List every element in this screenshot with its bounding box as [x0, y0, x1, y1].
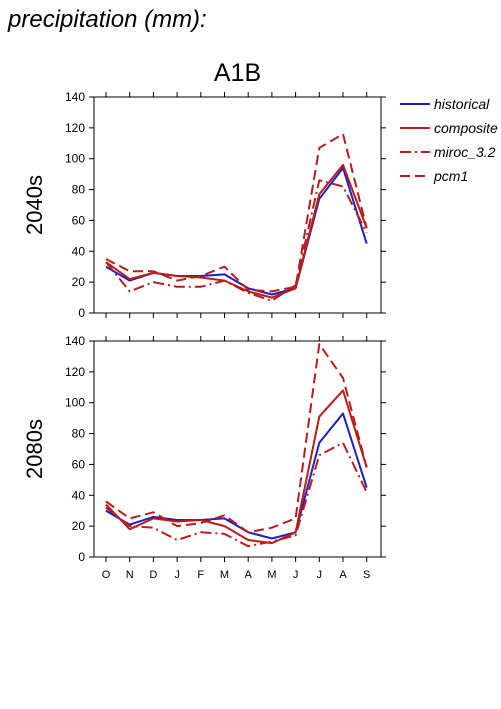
y-tick-label: 140	[65, 90, 85, 104]
x-tick-label: S	[363, 569, 370, 581]
x-tick-label: F	[197, 569, 204, 581]
legend-label: historical	[434, 96, 490, 112]
legend-label: pcm1	[433, 168, 468, 184]
y-tick-label: 120	[65, 365, 85, 379]
row-label: 2040s	[22, 175, 47, 235]
x-tick-label: J	[317, 569, 323, 581]
plot-frame	[93, 340, 382, 558]
legend-label: composite	[434, 120, 498, 136]
y-tick-label: 0	[78, 550, 85, 564]
y-tick-label: 40	[72, 488, 86, 502]
x-tick-label: N	[126, 569, 134, 581]
x-tick-label: A	[339, 569, 347, 581]
panel-2	[89, 336, 386, 562]
x-tick-label: M	[267, 569, 276, 581]
page-title: precipitation (mm):	[8, 6, 207, 33]
x-tick-label: M	[220, 569, 229, 581]
y-tick-label: 20	[72, 519, 86, 533]
y-tick-label: 40	[72, 244, 86, 258]
x-tick-label: D	[149, 569, 157, 581]
series-line-miroc-3-2	[105, 441, 368, 548]
y-tick-label: 0	[78, 306, 85, 320]
series-line-pcm1	[105, 133, 368, 293]
series-line-miroc-3-2	[105, 179, 368, 302]
chart-title: A1B	[214, 59, 261, 87]
x-tick-label: J	[293, 569, 299, 581]
y-tick-label: 60	[72, 213, 86, 227]
y-tick-label: 120	[65, 121, 85, 135]
x-tick-label: O	[102, 569, 111, 581]
legend-label: miroc_3.2	[434, 144, 496, 160]
y-tick-label: 140	[65, 334, 85, 348]
x-tick-label: J	[174, 569, 180, 581]
panel-1	[89, 92, 430, 318]
y-tick-label: 100	[65, 152, 85, 166]
row-label: 2080s	[22, 419, 47, 479]
series-line-pcm1	[105, 343, 368, 534]
y-tick-label: 60	[72, 457, 86, 471]
y-tick-label: 80	[72, 183, 86, 197]
series-line-historical	[105, 412, 368, 540]
series-line-composite	[105, 389, 368, 545]
plot-frame	[93, 96, 382, 314]
y-tick-label: 80	[72, 427, 86, 441]
y-tick-label: 20	[72, 275, 86, 289]
x-tick-label: A	[245, 569, 253, 581]
y-tick-label: 100	[65, 396, 85, 410]
